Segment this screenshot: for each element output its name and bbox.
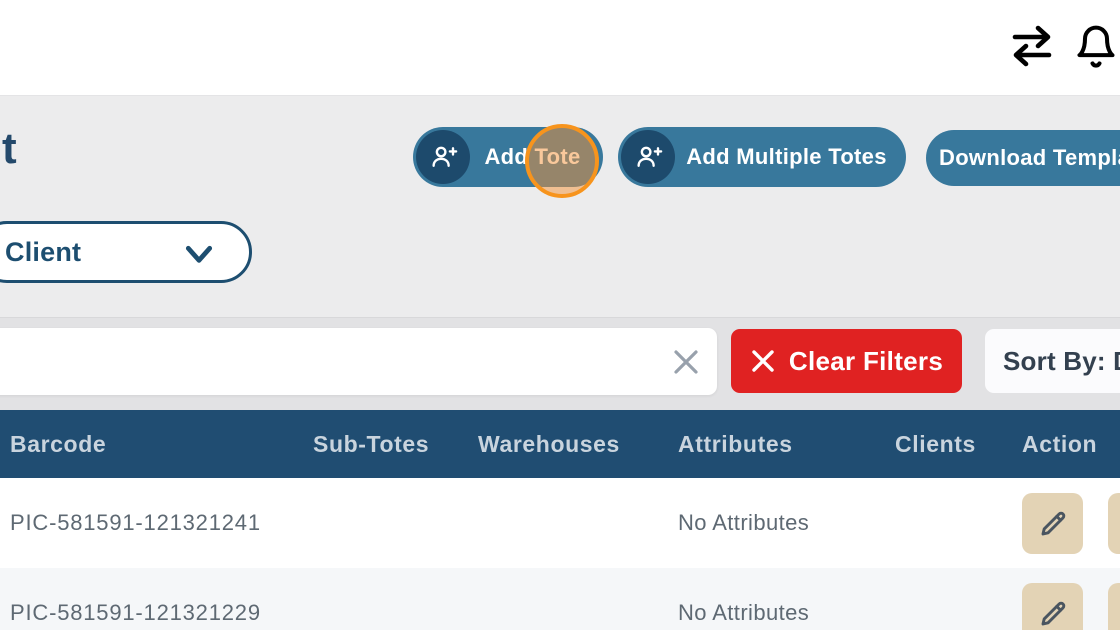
table-row: PIC-581591-121321229 No Attributes — [0, 568, 1120, 630]
add-multiple-totes-button[interactable]: Add Multiple Totes — [618, 127, 906, 187]
cell-barcode: PIC-581591-121321241 — [10, 510, 261, 535]
client-filter-label: Client — [5, 236, 82, 267]
cell-attributes: No Attributes — [678, 510, 810, 535]
search-input[interactable] — [0, 334, 660, 389]
column-header-sub-totes[interactable]: Sub-Totes — [313, 430, 430, 457]
sort-by-label: Sort By: Date — [1003, 345, 1120, 376]
client-filter-dropdown[interactable]: Client — [0, 221, 252, 283]
pencil-icon — [1037, 598, 1069, 630]
column-header-action[interactable]: Action — [1022, 430, 1098, 457]
chevron-down-icon — [183, 243, 215, 267]
close-icon — [668, 344, 704, 380]
cell-barcode: PIC-581591-121321229 — [10, 600, 261, 625]
column-header-warehouses[interactable]: Warehouses — [478, 430, 620, 457]
search-box — [0, 328, 717, 395]
bell-icon — [1074, 18, 1118, 74]
column-header-attributes[interactable]: Attributes — [678, 430, 793, 457]
topbar — [0, 0, 1120, 96]
edit-tote-button[interactable] — [1022, 493, 1083, 554]
secondary-action-button[interactable] — [1108, 493, 1120, 554]
cell-attributes: No Attributes — [678, 600, 810, 625]
pencil-icon — [1037, 508, 1069, 540]
transfer-icon — [1008, 24, 1056, 68]
notifications-button[interactable] — [1074, 18, 1118, 74]
person-add-icon — [621, 130, 675, 184]
clear-filters-button[interactable]: Clear Filters — [731, 329, 962, 393]
search-clear-button[interactable] — [668, 344, 704, 380]
edit-tote-button[interactable] — [1022, 583, 1083, 630]
person-add-icon — [416, 130, 470, 184]
add-tote-button[interactable]: Add Tote — [413, 127, 603, 187]
add-tote-label: Add Tote — [484, 144, 581, 169]
transfer-button[interactable] — [1008, 24, 1056, 68]
download-template-label: Download Template — [939, 145, 1120, 170]
download-template-button[interactable]: Download Template — [926, 130, 1120, 186]
sort-by-dropdown[interactable]: Sort By: Date — [985, 329, 1120, 393]
add-multiple-totes-label: Add Multiple Totes — [686, 144, 887, 169]
page-title: t — [2, 124, 17, 173]
secondary-action-button[interactable] — [1108, 583, 1120, 630]
clear-filters-label: Clear Filters — [788, 345, 944, 376]
column-header-clients[interactable]: Clients — [895, 430, 976, 457]
table-header: Barcode Sub-Totes Warehouses Attributes … — [0, 410, 1120, 478]
column-header-barcode[interactable]: Barcode — [10, 430, 107, 457]
clear-x-icon — [750, 348, 776, 374]
table-row: PIC-581591-121321241 No Attributes — [0, 478, 1120, 569]
